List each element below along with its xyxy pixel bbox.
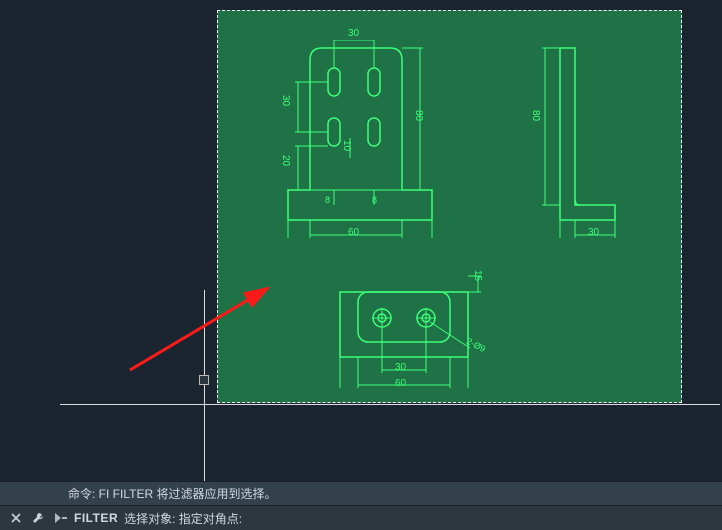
dim-slot-8l: 8 <box>325 195 330 205</box>
dim-side-30: 30 <box>588 227 599 238</box>
command-prompt-label: FILTER <box>74 511 118 525</box>
dim-right-80: 80 <box>413 110 424 121</box>
pickbox <box>199 375 209 385</box>
dim-slot-8r: 8 <box>372 195 377 205</box>
part-bracket-bottom <box>330 270 510 400</box>
dim-bottom-15: 15 <box>472 270 483 281</box>
dim-left-30: 30 <box>280 95 291 106</box>
dim-side-80: 80 <box>530 110 541 121</box>
command-bar: 命令: FI FILTER 将过滤器应用到选择。 FILTER 选择对象: 指定… <box>0 481 722 530</box>
command-prompt-text: 选择对象: 指定对角点: <box>124 510 716 527</box>
drawing-canvas[interactable]: 30 30 20 10 80 60 8 8 80 30 <box>0 0 722 490</box>
command-input-line[interactable]: FILTER 选择对象: 指定对角点: <box>0 505 722 530</box>
dim-bottom-60: 60 <box>395 378 406 389</box>
chevron-right-icon <box>52 510 70 526</box>
part-bracket-side <box>520 40 640 250</box>
wrench-icon[interactable] <box>28 509 48 527</box>
part-bracket-front <box>280 40 460 250</box>
dim-center-10: 10 <box>341 140 352 151</box>
dim-bottom-60: 60 <box>348 227 359 238</box>
dim-hole-30: 30 <box>395 362 406 373</box>
dim-left-20: 20 <box>280 155 291 166</box>
command-icon-group <box>6 509 48 527</box>
command-history-line: 命令: FI FILTER 将过滤器应用到选择。 <box>0 481 722 505</box>
command-history-text: 命令: FI FILTER 将过滤器应用到选择。 <box>68 485 716 502</box>
dim-top-30: 30 <box>348 28 359 39</box>
close-icon[interactable] <box>6 509 26 527</box>
